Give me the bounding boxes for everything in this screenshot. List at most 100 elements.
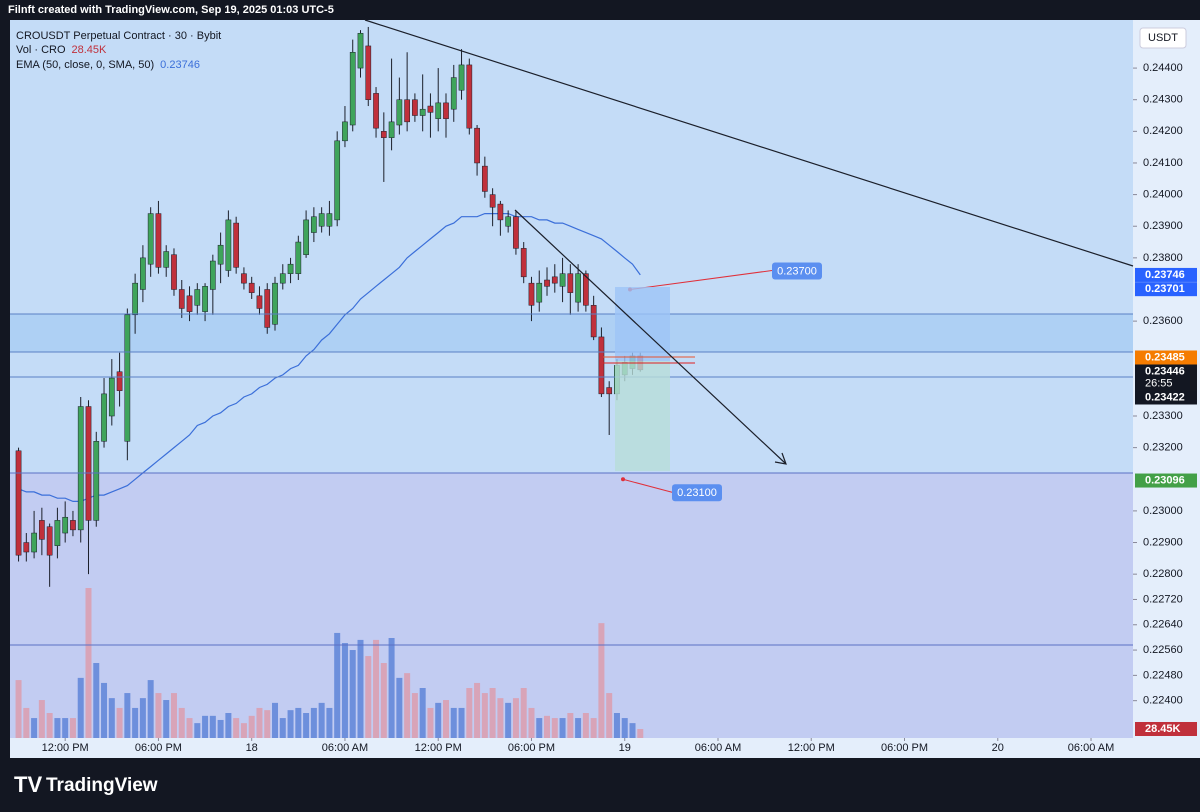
y-tick-label: 0.23300: [1143, 410, 1183, 422]
volume-bar: [450, 707, 457, 738]
volume-bar: [15, 680, 22, 738]
volume-bar: [225, 713, 232, 738]
x-tick-label: 06:00 PM: [881, 742, 928, 754]
volume-bar: [147, 680, 154, 738]
volume-bar: [194, 723, 201, 738]
volume-bar: [505, 702, 512, 738]
volume-bar: [411, 693, 418, 738]
volume-bar: [303, 713, 310, 738]
header: Filnft created with TradingView.com, Sep…: [8, 4, 334, 16]
candle-body: [46, 526, 53, 556]
volume-bar: [163, 700, 170, 738]
volume-bar: [108, 698, 115, 738]
price-badge: [1135, 267, 1197, 282]
target-connector: [629, 269, 773, 290]
trend-line: [364, 19, 1134, 267]
candle-body: [590, 305, 597, 338]
candle-body: [505, 216, 512, 227]
price-badge-label: 0.23746: [1145, 269, 1185, 281]
volume-bar: [388, 638, 395, 738]
candle-body: [85, 406, 92, 521]
drawings: [10, 19, 1134, 646]
candle-body: [256, 295, 263, 309]
volume-bar: [489, 688, 496, 738]
time-axis: [10, 738, 1133, 758]
x-tick-label: 12:00 PM: [788, 742, 835, 754]
candle-body: [380, 131, 387, 138]
candle-body: [365, 45, 372, 100]
volume-bar: [318, 702, 325, 738]
price-badge-label: 0.23701: [1145, 283, 1185, 295]
volume-bar: [528, 707, 535, 738]
price-badge: [1135, 350, 1197, 365]
volume-bar: [536, 718, 543, 738]
volume-bar: [481, 693, 488, 738]
footer-logo: TradingView: [46, 775, 158, 796]
candle-body: [357, 33, 364, 69]
volume-bar: [559, 718, 566, 738]
volume-bar: [637, 728, 644, 738]
volume-bar: [116, 707, 123, 738]
volume-bar: [606, 693, 613, 738]
candle-body: [311, 216, 317, 233]
volume-bar: [101, 682, 108, 738]
volume-bar: [139, 698, 146, 738]
candle-body: [116, 371, 123, 391]
candle-body: [295, 241, 302, 274]
y-tick-label: 0.23800: [1143, 252, 1183, 264]
candle-body: [443, 102, 449, 119]
candle-body: [551, 276, 558, 284]
volume-bar: [404, 673, 411, 738]
y-tick-label: 0.23900: [1143, 220, 1183, 232]
legend-volume-value: 28.45K: [72, 44, 108, 56]
candle-body: [528, 282, 535, 306]
volume-bar: [357, 639, 364, 738]
candle-body: [373, 93, 379, 129]
candle-body: [279, 273, 286, 284]
volume-bar: [365, 656, 372, 738]
arrow-head: [774, 452, 787, 465]
candle-body: [186, 295, 193, 312]
volume-bar: [295, 707, 302, 738]
candle-body: [194, 289, 201, 306]
price-badge: [1135, 390, 1197, 405]
volume-badge: [1135, 721, 1197, 736]
legend-ema-value: 0.23746: [160, 59, 200, 71]
volume-bar: [264, 710, 271, 738]
volume-bar: [186, 718, 193, 738]
candle-body: [93, 441, 100, 521]
volume-bar: [396, 677, 403, 738]
volume-bar: [248, 715, 255, 738]
candle-body: [474, 127, 480, 164]
volume-bar: [334, 632, 341, 738]
volume-bar: [442, 700, 449, 738]
candle-body: [412, 99, 418, 116]
candle-body: [575, 273, 581, 303]
profit-zone: [615, 287, 670, 361]
candle-body: [209, 260, 216, 290]
candle-body: [481, 165, 488, 192]
candle-body: [70, 520, 76, 531]
candle-body: [147, 213, 154, 265]
y-tick-label: 0.22480: [1143, 669, 1183, 681]
volume-bar: [132, 707, 139, 738]
candle-body: [318, 213, 325, 227]
target-label: 0.23100: [677, 487, 717, 499]
x-tick-label: 12:00 PM: [42, 742, 89, 754]
candle-body: [342, 121, 348, 142]
volume-bar: [93, 663, 100, 738]
volume-bar: [590, 718, 597, 738]
trend-arrow: [514, 209, 786, 464]
volume-bar: [124, 693, 131, 738]
candle-body: [567, 273, 574, 293]
candle-body: [606, 387, 613, 395]
candle-body: [583, 273, 589, 306]
candle-body: [217, 244, 224, 265]
volume-bar: [520, 688, 527, 738]
volume-bar: [341, 643, 348, 738]
volume-bar: [287, 710, 294, 738]
price-badge: [1135, 364, 1197, 391]
volume-bar: [466, 688, 473, 738]
volume-bar: [256, 707, 263, 738]
